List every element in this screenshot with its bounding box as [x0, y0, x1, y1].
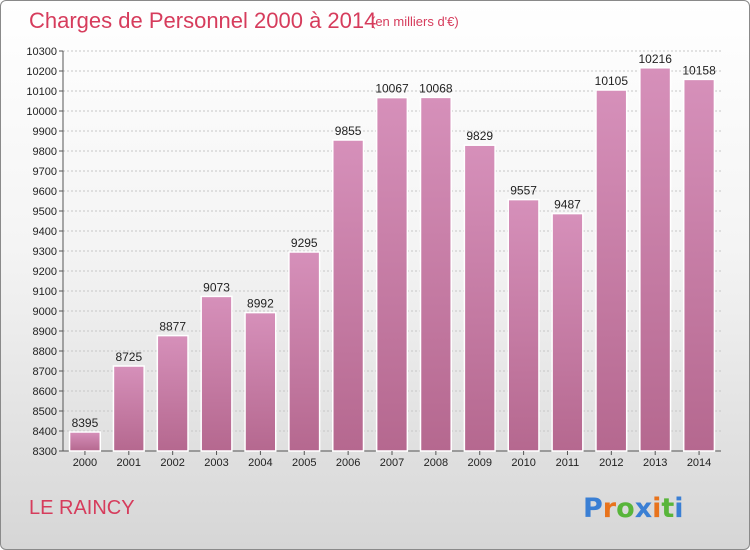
- y-tick-label: 10100: [26, 86, 57, 98]
- x-tick-label-2004: 2004: [248, 457, 272, 469]
- data-label-2006: 9855: [335, 124, 362, 138]
- bar-2013: [639, 67, 672, 452]
- bar-2002: [156, 334, 189, 452]
- logo-letter: t: [661, 493, 674, 524]
- y-tick-label: 9300: [33, 246, 57, 258]
- bar-2006: [332, 139, 365, 452]
- logo-letter: i: [674, 493, 683, 524]
- logo-letter: P: [583, 493, 603, 524]
- y-tick-label: 8300: [33, 446, 57, 458]
- x-axis-ticks: 2000 2001 2002 2003 2004 2005 2006 2007 2008 2009…: [73, 451, 711, 469]
- data-label-2011: 9487: [554, 198, 581, 212]
- data-labels: 8395 8725 8877 9073 8992 9295 9855 10067 10068 98…: [72, 52, 716, 430]
- data-label-2009: 9829: [466, 129, 493, 143]
- bar-2010: [507, 198, 540, 452]
- chart-title: Charges de Personnel 2000 à 2014: [29, 8, 376, 33]
- x-tick-label-2006: 2006: [336, 457, 360, 469]
- logo-letter: i: [652, 493, 661, 524]
- x-tick-label-2008: 2008: [424, 457, 448, 469]
- y-tick-label: 9800: [33, 146, 57, 158]
- y-tick-label: 9600: [33, 186, 57, 198]
- y-tick-label: 8800: [33, 346, 57, 358]
- x-tick-label-2002: 2002: [160, 457, 184, 469]
- y-tick-label: 10300: [26, 46, 57, 58]
- y-tick-label: 9100: [33, 286, 57, 298]
- data-label-2010: 9557: [510, 184, 537, 198]
- data-label-2004: 8992: [247, 297, 274, 311]
- y-tick-label: 10200: [26, 66, 57, 78]
- x-tick-label-2009: 2009: [467, 457, 491, 469]
- y-tick-label: 8500: [33, 406, 57, 418]
- y-tick-label: 9500: [33, 206, 57, 218]
- x-tick-label-2014: 2014: [687, 457, 711, 469]
- data-label-2013: 10216: [639, 52, 673, 66]
- bars: [68, 67, 716, 452]
- x-tick-label-2010: 2010: [511, 457, 535, 469]
- data-label-2003: 9073: [203, 280, 230, 294]
- y-tick-label: 8900: [33, 326, 57, 338]
- bar-2000: [68, 431, 102, 452]
- y-tick-label: 9200: [33, 266, 57, 278]
- x-tick-label-2012: 2012: [599, 457, 623, 469]
- bar-2007: [375, 96, 409, 452]
- x-tick-label-2005: 2005: [292, 457, 316, 469]
- data-label-2000: 8395: [72, 416, 99, 430]
- bar-2014: [682, 78, 716, 452]
- bar-2012: [595, 89, 628, 452]
- data-label-2001: 8725: [115, 350, 142, 364]
- chart-subtitle: (en milliers d'€): [371, 14, 459, 29]
- commune-name: LE RAINCY: [29, 497, 135, 519]
- x-tick-label-2013: 2013: [643, 457, 667, 469]
- y-tick-label: 9000: [33, 306, 57, 318]
- bar-2011: [551, 212, 584, 452]
- logo-letter: o: [616, 493, 635, 524]
- bar-2005: [288, 251, 321, 452]
- proxiti-logo: Proxiti: [583, 493, 684, 524]
- y-tick-label: 8400: [33, 426, 57, 438]
- x-tick-label-2001: 2001: [117, 457, 141, 469]
- x-tick-label-2011: 2011: [556, 457, 580, 469]
- logo-letter: r: [603, 493, 617, 524]
- y-tick-label: 9900: [33, 126, 57, 138]
- logo-letter: x: [635, 493, 652, 524]
- x-tick-label-2003: 2003: [204, 457, 228, 469]
- data-label-2007: 10067: [375, 82, 409, 96]
- y-tick-label: 10000: [26, 106, 57, 118]
- y-tick-label: 9400: [33, 226, 57, 238]
- data-label-2002: 8877: [159, 320, 186, 334]
- data-label-2008: 10068: [419, 81, 453, 95]
- y-tick-label: 9700: [33, 166, 57, 178]
- y-axis-ticks: 8300 8400 8500 8600 8700 8800 8900 9000 9100 9200…: [26, 46, 63, 458]
- bar-2003: [200, 295, 233, 452]
- bar-2004: [244, 311, 277, 452]
- bar-2001: [112, 365, 145, 452]
- bar-2008: [419, 96, 452, 452]
- y-tick-label: 8600: [33, 386, 57, 398]
- y-tick-label: 8700: [33, 366, 57, 378]
- x-tick-label-2007: 2007: [380, 457, 404, 469]
- bar-2009: [463, 144, 496, 452]
- x-tick-label-2000: 2000: [73, 457, 97, 469]
- data-label-2012: 10105: [595, 74, 629, 88]
- data-label-2014: 10158: [682, 63, 716, 77]
- data-label-2005: 9295: [291, 236, 318, 250]
